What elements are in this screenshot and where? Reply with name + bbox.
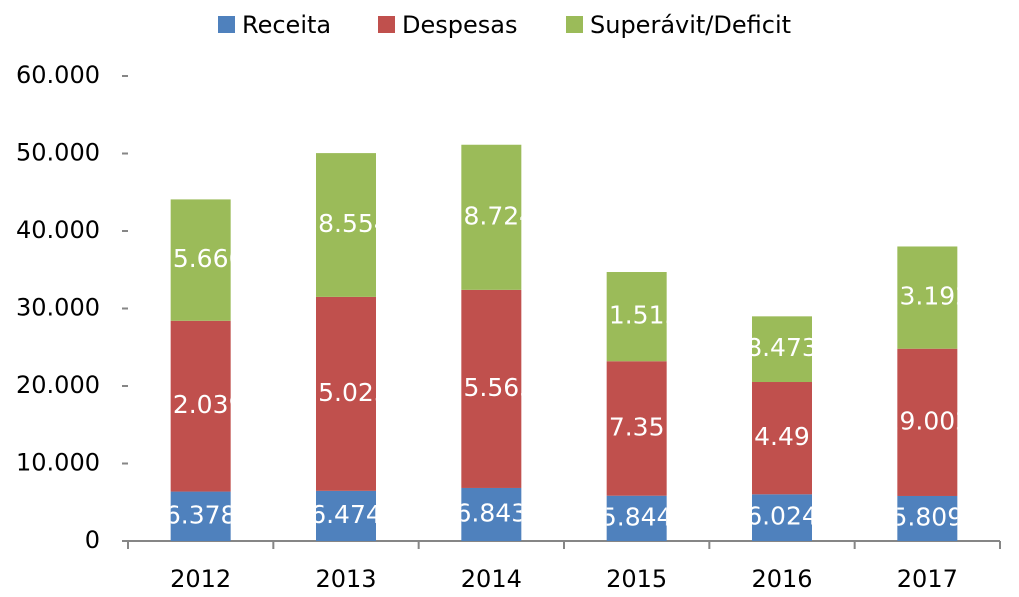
- legend-label: Receita: [242, 11, 331, 39]
- x-tick-label: 2012: [170, 565, 231, 593]
- data-label: 13.192: [884, 282, 971, 311]
- bar: [461, 144, 522, 290]
- bar: [752, 494, 812, 541]
- bar: [752, 382, 812, 495]
- legend-label: Despesas: [402, 11, 517, 39]
- legend-swatch: [566, 16, 583, 33]
- bar: [752, 316, 812, 383]
- y-tick-label: 10.000: [16, 449, 100, 477]
- y-tick-label: 0: [85, 526, 100, 554]
- y-tick-label: 20.000: [16, 371, 100, 399]
- bar: [897, 495, 958, 541]
- data-label: 6.378: [165, 500, 237, 529]
- bar: [170, 491, 231, 541]
- y-tick-label: 60.000: [16, 61, 100, 89]
- bar: [897, 348, 958, 496]
- y-tick-label: 50.000: [16, 139, 100, 167]
- data-label: 25.023: [302, 378, 389, 407]
- data-label: 15.660: [157, 244, 244, 273]
- bar: [316, 296, 376, 491]
- y-tick-label: 30.000: [16, 294, 100, 322]
- data-label: 6.843: [456, 498, 528, 527]
- x-tick-label: 2017: [897, 565, 958, 593]
- data-label: 18.554: [302, 209, 389, 238]
- data-label: 5.844: [601, 502, 673, 531]
- bar: [606, 495, 667, 541]
- x-tick-label: 2015: [606, 565, 667, 593]
- y-tick-label: 40.000: [16, 216, 100, 244]
- bar: [316, 153, 376, 297]
- bar: [170, 199, 231, 321]
- legend-swatch: [218, 16, 235, 33]
- data-label: 19.002: [884, 406, 971, 435]
- data-label: 11.513: [593, 301, 680, 330]
- data-label: 25.563: [448, 373, 535, 402]
- x-tick-label: 2014: [461, 565, 522, 593]
- data-label: 6.024: [746, 502, 818, 531]
- x-tick-label: 2013: [315, 565, 376, 593]
- data-label: 6.474: [310, 500, 382, 529]
- legend-swatch: [378, 16, 395, 33]
- bar: [897, 246, 958, 349]
- data-label: 18.724: [448, 201, 535, 230]
- bar: [461, 487, 522, 541]
- data-label: 22.039: [157, 390, 244, 419]
- bar: [606, 361, 667, 496]
- legend-label: Superávit/Deficit: [590, 11, 791, 39]
- data-label: 17.351: [593, 412, 680, 441]
- bar: [606, 272, 667, 362]
- bar: [316, 490, 376, 541]
- data-label: 14.491: [738, 422, 825, 451]
- data-label: 5.809: [892, 502, 964, 531]
- data-label: 8.473: [746, 333, 818, 362]
- x-tick-label: 2016: [751, 565, 812, 593]
- bar: [170, 320, 231, 492]
- bar: [461, 289, 522, 488]
